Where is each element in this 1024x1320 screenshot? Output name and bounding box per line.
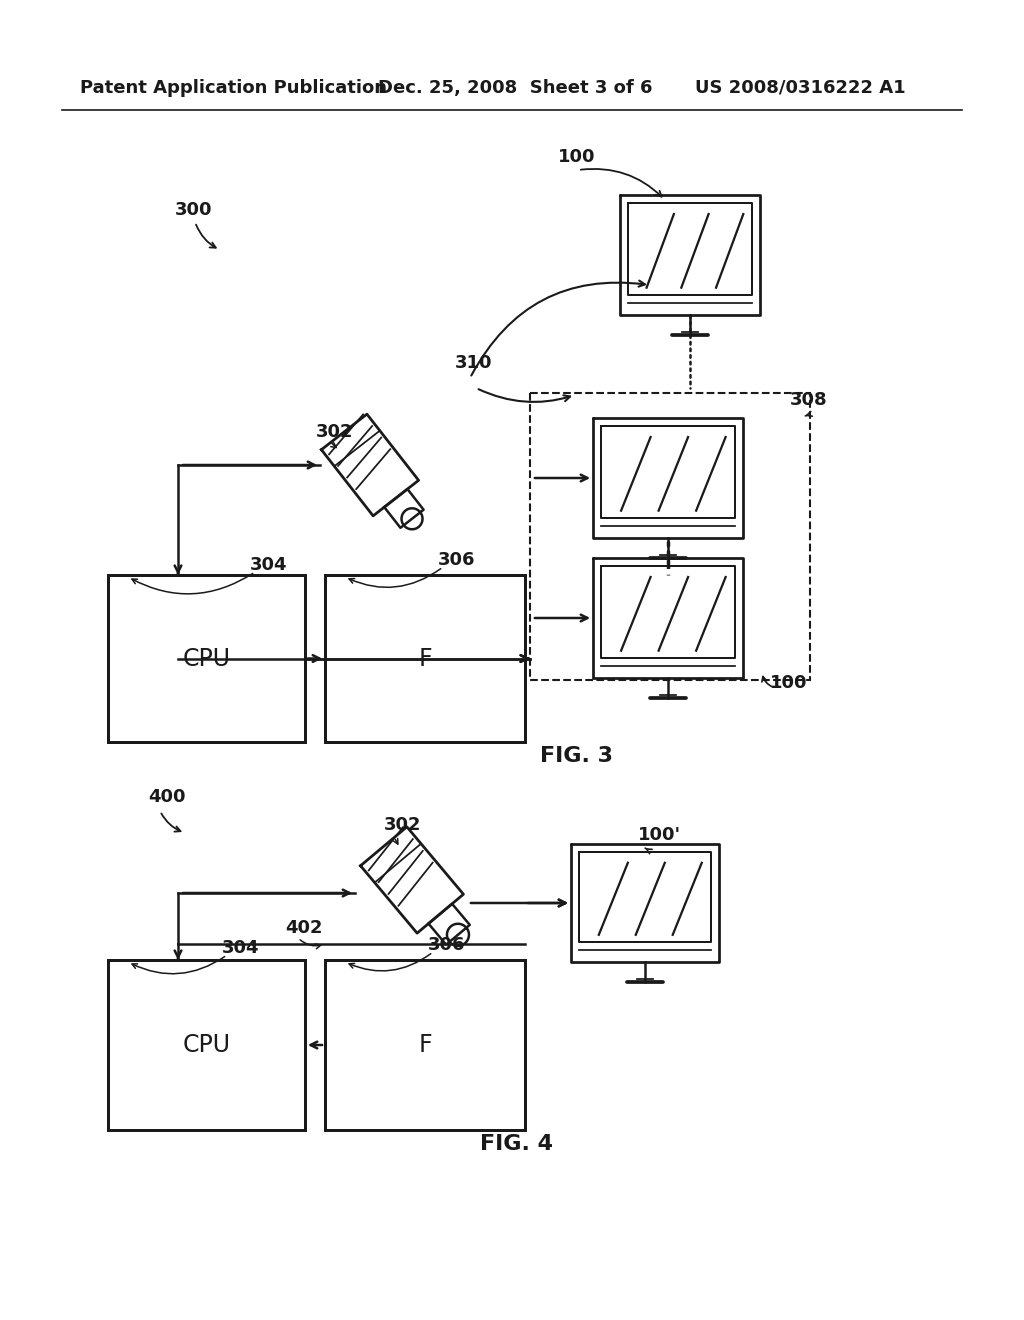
Text: 100': 100' [638,826,681,843]
Text: FIG. 4: FIG. 4 [480,1134,553,1154]
Bar [325,960,525,1130]
Text: 306: 306 [428,936,466,954]
Text: 306: 306 [438,550,475,569]
Text: 302: 302 [384,816,422,834]
Text: CPU: CPU [182,647,230,671]
Text: 302: 302 [316,422,353,441]
Text: 400: 400 [148,788,185,807]
Text: F: F [418,647,432,671]
Text: F: F [418,1034,432,1057]
Text: 100: 100 [770,675,808,692]
Text: US 2008/0316222 A1: US 2008/0316222 A1 [695,79,905,96]
Text: 402: 402 [285,919,323,937]
Text: 304: 304 [222,939,259,957]
Text: 304: 304 [250,556,288,574]
Text: 308: 308 [790,391,827,409]
Bar [530,393,810,680]
Bar [108,960,305,1130]
Text: 310: 310 [455,354,493,372]
Text: CPU: CPU [182,1034,230,1057]
Text: Patent Application Publication: Patent Application Publication [80,79,387,96]
Text: 300: 300 [175,201,213,219]
Bar [108,576,305,742]
Text: Dec. 25, 2008  Sheet 3 of 6: Dec. 25, 2008 Sheet 3 of 6 [378,79,652,96]
Bar [325,576,525,742]
Text: 100: 100 [558,148,596,166]
Text: FIG. 3: FIG. 3 [540,746,613,766]
